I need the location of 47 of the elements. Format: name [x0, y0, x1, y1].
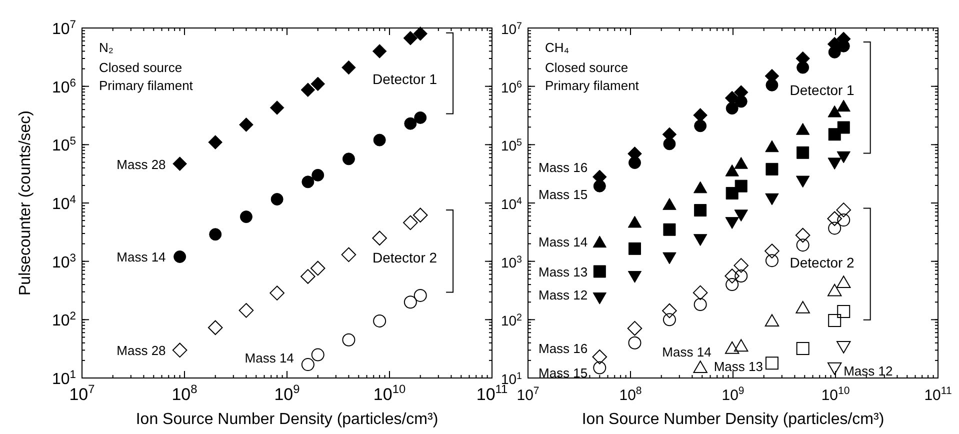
x-axis-title: Ion Source Number Density (particles/cm³): [582, 411, 884, 428]
x-tick-label: 10$^{11}$: [924, 385, 952, 404]
y-tick-label: 10$^{2}$: [500, 312, 522, 329]
x-tick-label: 10$^{10}$: [821, 385, 850, 404]
x-axis-title: Ion Source Number Density (particles/cm³): [136, 411, 438, 428]
annotation: Detector 1: [372, 71, 438, 88]
annotation: Detector 2: [372, 250, 438, 266]
y-tick-label: 10$^{5}$: [500, 137, 523, 154]
series-label: Mass 13: [538, 264, 588, 280]
x-tick-label: 10$^{9}$: [274, 382, 300, 404]
series-label: Mass 14: [662, 344, 712, 360]
y-tick-label: 10$^{6}$: [500, 78, 523, 96]
x-tick-label: 10$^{10}$: [373, 382, 406, 404]
annotation: Closed source: [545, 60, 628, 75]
series-label: Mass 15: [538, 366, 588, 381]
series-label: Mass 16: [538, 340, 588, 356]
annotation: Closed source: [99, 60, 182, 75]
y-tick-label: 10$^{7}$: [500, 20, 522, 37]
y-tick-label: 10$^{3}$: [500, 254, 523, 270]
x-tick-label: 10$^{9}$: [722, 385, 744, 404]
x-tick-label: 10$^{7}$: [516, 385, 540, 404]
series-label: Mass 28: [116, 343, 166, 358]
y-axis-title: Pulsecounter (counts/sec): [17, 110, 34, 296]
annotation: Detector 2: [790, 254, 855, 270]
series-label: Mass 12: [844, 364, 893, 379]
y-tick-label: 10$^{3}$: [52, 252, 76, 272]
series-label: Mass 14: [538, 234, 588, 250]
y-tick-label: 10$^{6}$: [52, 77, 76, 96]
annotation: Detector 1: [790, 82, 855, 98]
series-label: Mass 28: [116, 156, 166, 172]
y-tick-label: 10$^{4}$: [52, 194, 76, 213]
series-label: Mass 16: [538, 160, 588, 175]
x-tick-label: 10$^{8}$: [172, 382, 198, 404]
series-label: Mass 15: [538, 187, 588, 202]
y-tick-label: 10$^{7}$: [52, 19, 76, 38]
annotation: CH₄: [545, 40, 570, 55]
y-tick-label: 10$^{5}$: [52, 136, 76, 155]
annotation: Primary filament: [99, 78, 194, 93]
x-tick-label: 10$^{8}$: [619, 385, 642, 404]
series-label: Mass 13: [714, 359, 763, 374]
annotation: N₂: [99, 40, 114, 55]
y-tick-label: 10$^{4}$: [500, 196, 523, 212]
y-tick-label: 10$^{2}$: [52, 310, 76, 330]
annotation: Primary filament: [545, 78, 640, 93]
series-label: Mass 12: [538, 287, 588, 302]
series-label: Mass 14: [244, 350, 294, 366]
series-label: Mass 14: [116, 250, 166, 265]
